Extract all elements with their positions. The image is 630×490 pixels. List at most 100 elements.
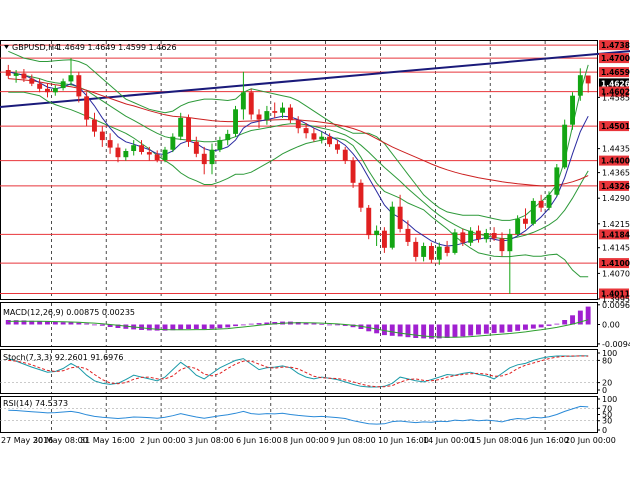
main-price-panel <box>0 40 598 300</box>
rsi-tick-50: 50 <box>602 411 612 420</box>
macd-bar-66 <box>523 324 528 330</box>
macd-bar-3 <box>29 320 35 325</box>
candle-body-2 <box>21 73 27 79</box>
rsi-layer <box>0 405 597 425</box>
bollinger-upper <box>8 50 589 221</box>
ohlc-values: 1.4649 1.4649 1.4599 1.4626 <box>57 43 177 52</box>
price-pill-1.4501 <box>599 121 629 132</box>
macd-bar-53 <box>421 324 427 339</box>
macd-bar-34 <box>272 322 278 325</box>
macd-bar-51 <box>405 324 411 338</box>
macd-bar-62 <box>491 324 497 334</box>
macd-title: MACD(12,26,9) 0.00875 0.00235 <box>3 308 135 317</box>
macd-bar-6 <box>52 322 58 325</box>
candle-body-67 <box>530 200 536 224</box>
candle-body-11 <box>92 119 97 132</box>
macd-bar-59 <box>468 324 474 336</box>
macd-bar-28 <box>225 324 231 328</box>
collapse-triangle-icon[interactable] <box>4 45 9 49</box>
candle-body-20 <box>162 149 168 160</box>
macd-bar-50 <box>397 324 403 337</box>
stoch-signal <box>8 355 589 388</box>
price-pill-1.4738 <box>599 40 629 51</box>
candle-body-54 <box>429 246 434 260</box>
candle-body-40 <box>319 136 325 140</box>
time-label-5: 6 Jun 16:00 <box>236 436 282 445</box>
candle-body-56 <box>444 246 450 253</box>
macd-bar-41 <box>327 324 332 326</box>
time-label-11: 16 Jun 16:00 <box>518 436 569 445</box>
candle-body-59 <box>468 230 474 243</box>
macd-bar-65 <box>515 324 521 331</box>
candle-body-61 <box>483 233 489 240</box>
macd-bar-60 <box>476 324 481 335</box>
stoch-main <box>8 355 589 388</box>
price-tick-label-1.4585: 1.4585 <box>602 93 630 102</box>
candle-body-35 <box>280 107 285 113</box>
macd-bar-9 <box>76 322 82 325</box>
macd-bar-71 <box>562 320 568 325</box>
macd-bar-22 <box>178 324 184 330</box>
candle-body-30 <box>240 92 246 110</box>
candle-body-1 <box>13 73 19 76</box>
macd-bar-14 <box>115 324 121 328</box>
candle-body-5 <box>45 88 50 93</box>
candle-body-52 <box>413 241 419 257</box>
stoch-tick-100: 100 <box>602 349 617 358</box>
time-label-8: 10 Jun 16:00 <box>378 436 429 445</box>
candle-body-16 <box>131 145 137 151</box>
macd-bar-33 <box>264 322 270 325</box>
time-label-4: 3 Jun 08:00 <box>188 436 234 445</box>
candle-body-8 <box>68 75 74 82</box>
price-pill-1.4602 <box>599 86 629 97</box>
macd-bar-21 <box>170 324 176 331</box>
symbol-title: GBPUSD,H4 <box>12 43 59 52</box>
candle-body-29 <box>233 109 238 134</box>
macd-bar-58 <box>460 324 466 337</box>
stoch-tick-0: 0 <box>602 386 607 395</box>
candle-body-68 <box>538 200 544 208</box>
candle-body-26 <box>209 149 215 165</box>
symbol-header: GBPUSD,H4 1.4649 1.4649 1.4599 1.4626 <box>4 43 177 52</box>
macd-bar-57 <box>452 324 458 338</box>
candle-body-71 <box>562 124 568 168</box>
price-pill-label-1.4501: 1.4501 <box>601 122 630 131</box>
rsi-tick-30: 30 <box>602 417 612 426</box>
macd-bar-20 <box>162 324 168 331</box>
price-tick-label-1.4215: 1.4215 <box>602 220 630 229</box>
candle-body-55 <box>436 246 442 260</box>
macd-bar-7 <box>60 322 66 325</box>
macd-bar-56 <box>444 324 450 338</box>
candle-body-10 <box>84 96 90 120</box>
macd-bar-0 <box>5 320 11 325</box>
candle-body-73 <box>577 75 583 96</box>
candle-body-47 <box>374 230 380 236</box>
candle-body-17 <box>139 145 144 152</box>
candle-body-74 <box>585 75 591 84</box>
candle-body-18 <box>146 152 152 155</box>
candle-body-7 <box>60 81 66 89</box>
price-pill-label-1.4700: 1.4700 <box>601 54 630 63</box>
price-pill-label-1.4602: 1.4602 <box>601 88 630 97</box>
price-tick-label-1.4365: 1.4365 <box>602 169 630 178</box>
macd-bar-31 <box>248 323 254 325</box>
candle-body-58 <box>460 232 466 243</box>
macd-bar-52 <box>413 324 419 338</box>
price-pill-1.4184 <box>599 229 629 240</box>
macd-bar-2 <box>21 320 27 325</box>
candle-body-65 <box>515 218 521 235</box>
price-pill-label-1.4659: 1.4659 <box>601 68 630 77</box>
time-label-12: 20 Jun 00:00 <box>565 436 616 445</box>
candle-body-46 <box>366 207 372 236</box>
macd-tick-top: 0.00961 <box>602 301 630 310</box>
macd-bar-44 <box>350 324 356 328</box>
candle-body-22 <box>178 117 184 137</box>
macd-bar-37 <box>295 322 301 325</box>
candle-body-70 <box>554 167 560 195</box>
price-pill-1.4626 <box>599 78 629 89</box>
macd-bar-72 <box>570 315 575 325</box>
macd-bar-1 <box>13 320 19 325</box>
